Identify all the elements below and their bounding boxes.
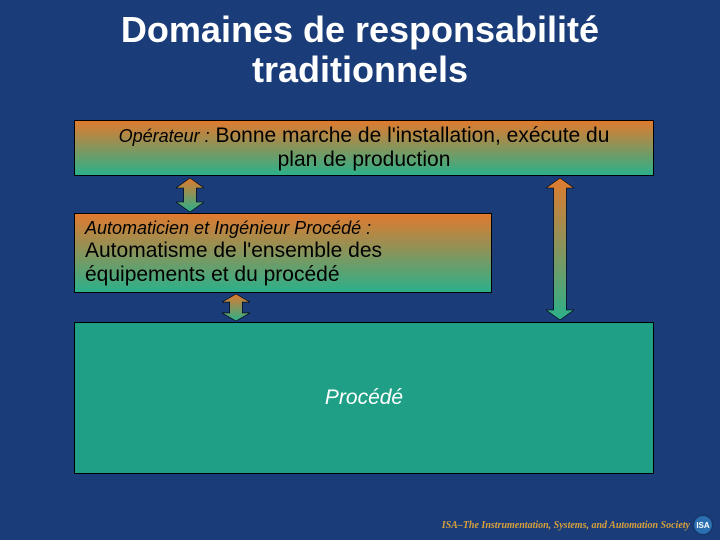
operator-text-1: Bonne marche de l'installation, exécute … <box>210 124 610 147</box>
double-arrow-icon <box>222 294 250 321</box>
operator-box: Opérateur : Bonne marche de l'installati… <box>74 120 654 176</box>
operator-role-label: Opérateur : <box>119 126 210 146</box>
engineer-text-2: équipements et du procédé <box>85 263 481 287</box>
operator-text-2: plan de production <box>75 148 653 172</box>
process-box: Procédé <box>74 322 654 474</box>
footer: ISA–The Instrumentation, Systems, and Au… <box>442 516 712 534</box>
engineer-box: Automaticien et Ingénieur Procédé : Auto… <box>74 213 492 293</box>
slide-title: Domaines de responsabilité traditionnels <box>0 10 720 89</box>
double-arrow-icon <box>546 178 574 320</box>
footer-text: ISA–The Instrumentation, Systems, and Au… <box>442 520 690 531</box>
operator-box-line1: Opérateur : Bonne marche de l'installati… <box>75 123 653 148</box>
title-line2: traditionnels <box>252 49 468 90</box>
isa-logo-icon: ISA <box>694 516 712 534</box>
engineer-role-label: Automaticien et Ingénieur Procédé : <box>85 218 481 239</box>
title-line1: Domaines de responsabilité <box>121 9 599 50</box>
process-label: Procédé <box>325 386 403 410</box>
double-arrow-icon <box>176 178 204 212</box>
slide: Domaines de responsabilité traditionnels… <box>0 0 720 540</box>
engineer-text-1: Automatisme de l'ensemble des <box>85 239 481 263</box>
